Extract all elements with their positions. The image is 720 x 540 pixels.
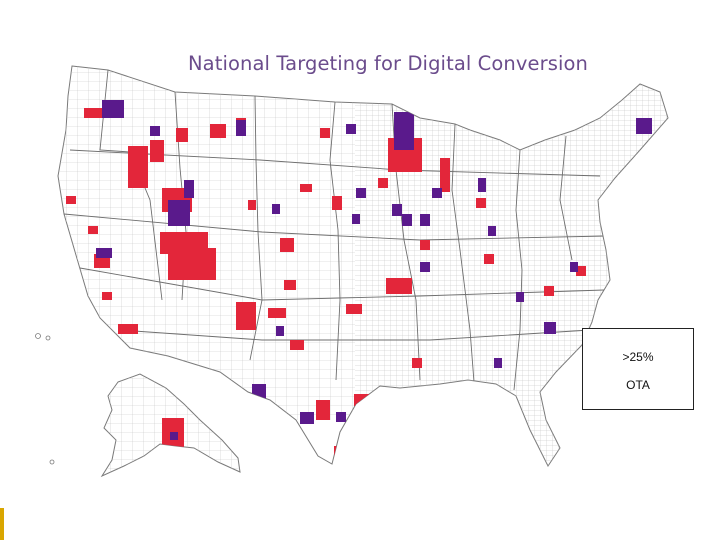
slide-accent-bar xyxy=(0,508,4,540)
map-title: National Targeting for Digital Conversio… xyxy=(188,52,589,75)
legend-threshold: >25% xyxy=(622,350,654,364)
alaska-counties xyxy=(100,373,241,478)
hawaii-islands xyxy=(35,333,55,465)
red-counties xyxy=(66,108,586,462)
legend-label: OTA xyxy=(626,378,650,392)
map-legend: >25% OTA xyxy=(582,328,694,410)
